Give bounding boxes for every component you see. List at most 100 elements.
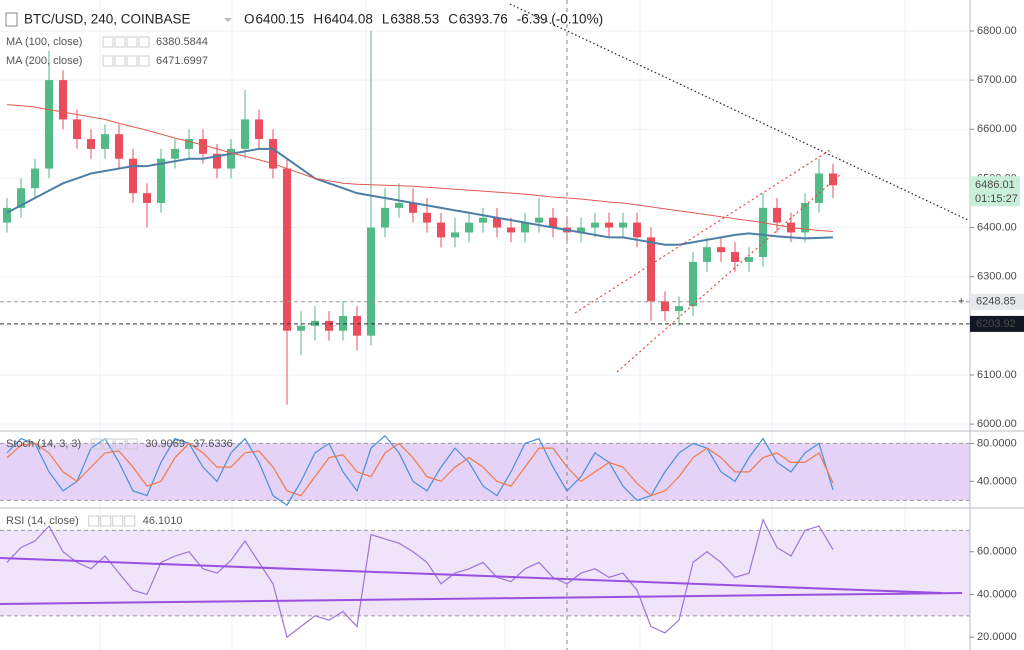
candle-body <box>283 168 291 331</box>
legend-button[interactable] <box>138 55 150 67</box>
candle-body <box>815 173 823 203</box>
last-price-box <box>970 176 1020 207</box>
legend-button[interactable] <box>114 438 126 450</box>
y-tick-label: 40.0000 <box>977 475 1017 487</box>
candle-body <box>633 222 641 238</box>
candle-body <box>395 202 403 208</box>
candle-body <box>143 193 151 203</box>
candle-body <box>507 227 515 233</box>
y-tick-label: 6800.00 <box>977 25 1017 37</box>
crosshair-plus: + <box>958 296 964 308</box>
candle-body <box>521 222 529 233</box>
channel-line <box>616 172 843 373</box>
symbol: BTC/USD, 240, COINBASE <box>24 12 191 27</box>
candle-body <box>703 247 711 262</box>
candle-body <box>31 168 39 189</box>
candle-body <box>129 158 137 194</box>
series-line <box>6 517 834 639</box>
legend-button[interactable] <box>114 36 126 48</box>
candle-body <box>773 207 781 223</box>
candle-body <box>199 139 207 154</box>
candle-body <box>339 315 347 331</box>
candle-body <box>591 222 599 228</box>
legend-button[interactable] <box>112 515 124 527</box>
change: -6.39 (-0.10%) <box>517 12 603 27</box>
ohlc-value: 6400.15 <box>256 12 305 27</box>
ohlc-value: 6393.76 <box>459 12 508 27</box>
candle-body <box>213 153 221 169</box>
candle-body <box>311 320 319 326</box>
candle-body <box>759 207 767 258</box>
candle-body <box>745 257 753 262</box>
legend-button[interactable] <box>138 36 150 48</box>
legend-value: 6471.6997 <box>156 55 208 67</box>
legend-button[interactable] <box>126 55 138 67</box>
candle-body <box>423 212 431 223</box>
candle-body <box>171 148 179 159</box>
candle-body <box>647 237 655 302</box>
candle-body <box>255 119 263 140</box>
legend-name: Stoch (14, 3, 3) <box>6 438 81 450</box>
price-label-box <box>970 315 1024 332</box>
candle-body <box>101 134 109 149</box>
series-line <box>6 434 834 506</box>
candle-body <box>381 207 389 228</box>
ohlc-label: C <box>448 12 458 27</box>
channel-line <box>574 149 831 314</box>
candle-body <box>3 207 11 223</box>
legend-value: 46.1010 <box>143 515 183 527</box>
candle-body <box>157 158 165 203</box>
candle-body <box>801 202 809 233</box>
legend-button[interactable] <box>124 515 136 527</box>
ohlc-value: 6388.53 <box>390 12 439 27</box>
legend-button[interactable] <box>102 55 114 67</box>
candle-body <box>731 252 739 262</box>
legend-button[interactable] <box>100 515 112 527</box>
candle-body <box>353 315 361 336</box>
y-tick-label: 6400.00 <box>977 221 1017 233</box>
legend-value: 37.6336 <box>193 438 233 450</box>
last-price: 6486.01 <box>975 179 1015 191</box>
y-tick-label: 80.0000 <box>977 437 1017 449</box>
candle-body <box>675 306 683 312</box>
legend-value: 6380.5844 <box>156 36 208 48</box>
series-line <box>6 147 834 246</box>
candle-body <box>437 222 445 238</box>
candle-body <box>549 217 557 228</box>
candle-body <box>409 202 417 213</box>
candle-body <box>45 80 53 169</box>
trendline <box>509 3 969 221</box>
candle-body <box>661 301 669 312</box>
legend-button[interactable] <box>90 438 102 450</box>
price-label: 6248.85 <box>976 296 1016 308</box>
candle-body <box>605 222 613 228</box>
legend-button[interactable] <box>114 55 126 67</box>
candle-body <box>17 188 25 208</box>
price-label: 6203.92 <box>976 318 1016 330</box>
price-label-box <box>970 293 1024 310</box>
y-tick-label: 40.0000 <box>977 588 1017 600</box>
candle-body <box>241 119 249 149</box>
legend-button[interactable] <box>126 438 138 450</box>
candle-body <box>325 320 333 331</box>
ohlc-label: O <box>244 12 255 27</box>
legend-name: RSI (14, close) <box>6 515 79 527</box>
candle-body <box>59 80 67 120</box>
y-tick-label: 6700.00 <box>977 74 1017 86</box>
legend-button[interactable] <box>126 36 138 48</box>
legend-button[interactable] <box>102 438 114 450</box>
rsi-trendline <box>0 557 943 594</box>
series-line <box>6 104 834 232</box>
legend-header: BTC/USD, 240, COINBASE <box>5 12 232 27</box>
candle-body <box>479 217 487 223</box>
candle-body <box>451 232 459 238</box>
band-fill <box>0 443 970 501</box>
candle-body <box>269 139 277 169</box>
legend-button[interactable] <box>88 515 100 527</box>
ohlc-value: 6404.08 <box>324 12 373 27</box>
candle-body <box>465 222 473 233</box>
legend-button[interactable] <box>102 36 114 48</box>
dropdown[interactable] <box>224 18 232 22</box>
menu-icon <box>5 12 18 27</box>
